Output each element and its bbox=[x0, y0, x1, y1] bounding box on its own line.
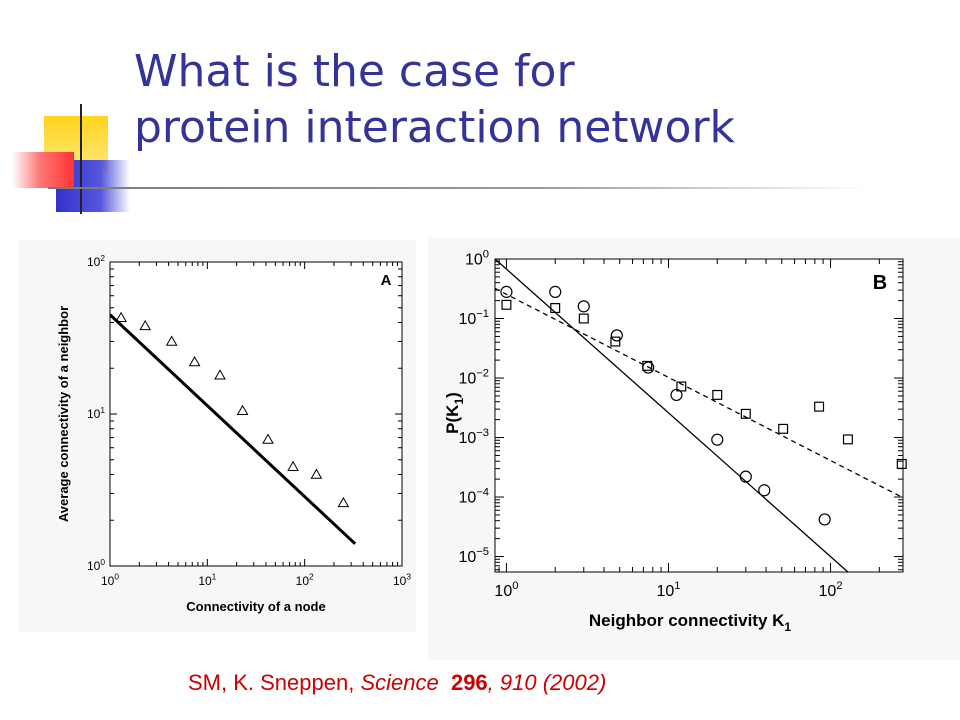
slide-title: What is the case for protein interaction… bbox=[134, 44, 735, 156]
chart-b-y-tick-label: 10−4 bbox=[458, 486, 489, 506]
chart-b-fit-line-solid bbox=[495, 259, 849, 572]
chart-b-x-axis-label: Neighbor connectivity K1 bbox=[589, 611, 792, 634]
chart-b-x-axis-label-sub: 1 bbox=[784, 620, 791, 634]
chart-b: 100 101 102 10−5 10−4 10−3 10−2 10−1 100 B Neigh… bbox=[443, 248, 907, 634]
chart-b-x-axis-label-main: Neighbor connectivity K bbox=[589, 611, 785, 630]
chart-a-point-triangle bbox=[165, 335, 178, 346]
chart-a: 100 101 102 103 100 101 102 A Connectivity of … bbox=[56, 253, 411, 614]
citation: SM, K. Sneppen, Science 296, 910 (2002) bbox=[188, 670, 606, 696]
chart-b-point-square bbox=[842, 434, 853, 445]
chart-b-point-circle bbox=[818, 513, 831, 526]
title-underline bbox=[48, 187, 868, 189]
chart-a-y-tick-label: 102 bbox=[87, 253, 105, 269]
chart-a-x-tick-label: 101 bbox=[198, 572, 216, 588]
chart-a-point-triangle bbox=[236, 404, 249, 416]
chart-b-panel-label: B bbox=[873, 272, 887, 294]
chart-b-point-square bbox=[896, 458, 907, 469]
chart-a-point-triangle bbox=[262, 433, 274, 444]
chart-b-x-tick-label: 102 bbox=[819, 580, 843, 600]
chart-b-point-square bbox=[578, 313, 589, 324]
chart-a-point-triangle bbox=[287, 460, 299, 471]
slide-title-line-1: What is the case for bbox=[134, 46, 575, 97]
chart-b-x-tick-label: 101 bbox=[656, 580, 680, 600]
chart-b-point-circle bbox=[610, 329, 623, 342]
chart-b-y-tick-label: 10−3 bbox=[458, 427, 489, 447]
chart-a-x-axis-label: Connectivity of a node bbox=[186, 599, 325, 614]
chart-a-y-tick-label: 101 bbox=[87, 405, 105, 421]
chart-b-point-circle bbox=[549, 285, 562, 298]
citation-volume: 296 bbox=[450, 670, 488, 695]
chart-b-y-tick-label: 10−1 bbox=[458, 308, 489, 328]
chart-b-point-square bbox=[814, 401, 825, 412]
panel-a: 100 101 102 103 100 101 102 A Connectivity of … bbox=[18, 240, 416, 632]
chart-b-point-square bbox=[676, 381, 687, 392]
chart-a-point-triangle bbox=[337, 496, 350, 508]
chart-b-y-axis-label-end: ) bbox=[443, 392, 462, 398]
chart-a-x-tick-label: 100 bbox=[101, 572, 119, 588]
chart-a-y-tick-label: 100 bbox=[87, 557, 105, 573]
citation-authors: SM, K. Sneppen, bbox=[188, 670, 361, 695]
chart-b-point-square bbox=[642, 360, 653, 371]
deco-vertical-line bbox=[80, 104, 82, 214]
chart-b-point-square bbox=[610, 336, 621, 347]
chart-b-y-axis-label: P(K1) bbox=[443, 392, 466, 434]
slide-title-line-2: protein interaction network bbox=[134, 102, 736, 153]
chart-a-point-triangle bbox=[139, 319, 152, 331]
chart-a-x-tick-label: 103 bbox=[393, 572, 411, 588]
chart-b-point-square bbox=[501, 299, 512, 310]
chart-a-point-triangle bbox=[115, 311, 127, 322]
chart-b-fit-line-dashed bbox=[495, 287, 903, 498]
chart-a-frame bbox=[109, 261, 403, 567]
chart-b-y-tick-label: 100 bbox=[465, 248, 489, 268]
chart-b-point-square bbox=[740, 408, 751, 419]
chart-a-y-axis-label: Average connectivity of a neighbor bbox=[56, 306, 71, 522]
panel-b: 100 101 102 10−5 10−4 10−3 10−2 10−1 100 B Neigh… bbox=[428, 238, 960, 660]
chart-b-x-tick-label: 100 bbox=[494, 580, 518, 600]
chart-b-point-square bbox=[712, 389, 723, 400]
chart-b-y-axis-label-sub: 1 bbox=[452, 398, 466, 405]
chart-b-point-circle bbox=[711, 433, 724, 446]
chart-a-ticks bbox=[109, 261, 403, 567]
chart-b-marks bbox=[495, 259, 907, 572]
citation-rest: , 910 (2002) bbox=[487, 670, 607, 695]
chart-b-tick-labels: 100 101 102 10−5 10−4 10−3 10−2 10−1 100 bbox=[458, 248, 842, 600]
chart-a-x-tick-label: 102 bbox=[296, 572, 314, 588]
chart-b-point-circle bbox=[758, 484, 771, 497]
chart-a-panel-label: A bbox=[381, 272, 392, 289]
chart-b-frame bbox=[494, 258, 904, 573]
chart-a-point-triangle bbox=[188, 355, 201, 367]
chart-b-point-circle bbox=[500, 285, 513, 298]
chart-b-point-circle bbox=[577, 300, 590, 313]
chart-b-ticks bbox=[495, 258, 903, 572]
chart-b-point-square bbox=[778, 423, 789, 434]
deco-red-bar bbox=[12, 152, 74, 188]
chart-b-y-axis-label-main: P(K bbox=[443, 404, 462, 434]
chart-b-y-tick-label: 10−5 bbox=[458, 546, 489, 566]
chart-a-point-triangle bbox=[214, 369, 226, 380]
chart-a-point-triangle bbox=[310, 468, 323, 479]
chart-b-y-tick-label: 10−2 bbox=[458, 367, 489, 387]
citation-journal: Science bbox=[360, 670, 439, 695]
chart-a-marks bbox=[110, 311, 357, 545]
chart-a-fit-line bbox=[110, 313, 357, 545]
chart-a-tick-labels: 100 101 102 103 100 101 102 bbox=[87, 253, 411, 588]
